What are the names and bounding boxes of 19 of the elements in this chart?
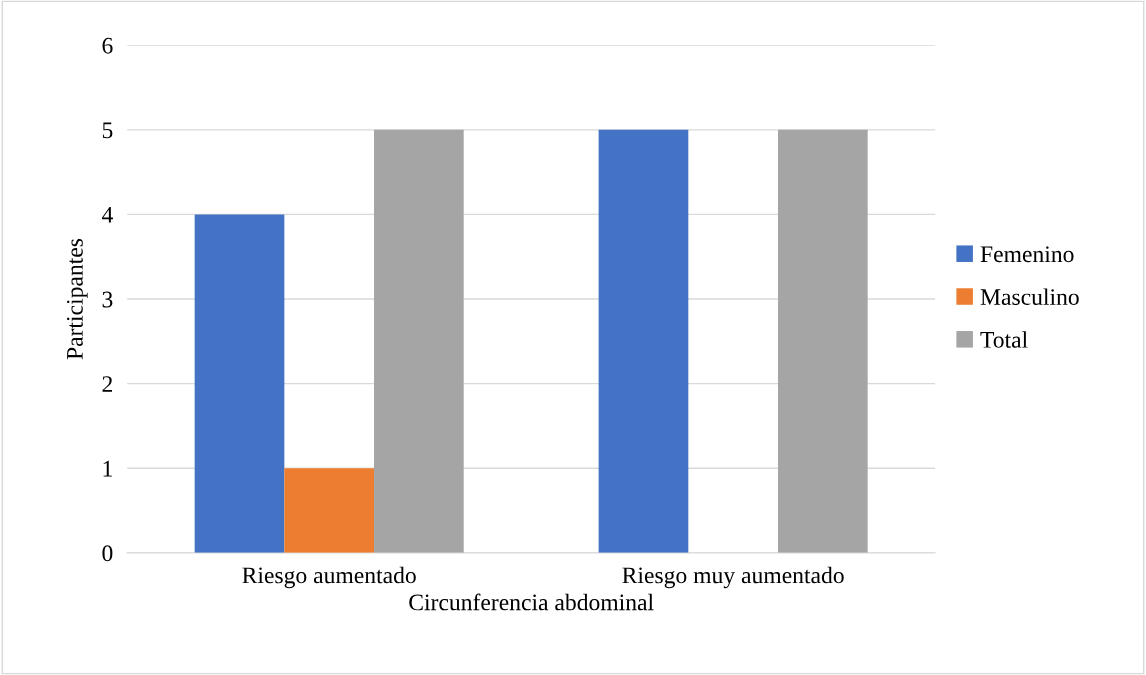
y-tick-label: 0 [102,545,113,562]
bar [374,129,464,553]
y-tick-label: 5 [102,122,113,139]
legend-label: Total [980,331,1028,348]
bar [284,468,375,553]
y-tick-label: 6 [102,37,113,54]
y-axis-title: Participantes [66,238,88,360]
x-axis-title: Circunferencia abdominal [409,593,654,611]
x-tick-label: Riesgo muy aumentado [622,566,844,589]
bar [194,214,285,553]
y-tick-label: 3 [102,291,113,308]
legend-label: Masculino [980,288,1079,306]
x-tick-label: Riesgo aumentado [242,566,416,589]
legend-label: Femenino [980,246,1074,263]
y-tick-label: 4 [101,207,113,223]
bar [777,129,868,553]
y-tick-label: 2 [102,376,113,392]
y-tick-label: 1 [103,460,112,477]
bar [598,129,689,553]
